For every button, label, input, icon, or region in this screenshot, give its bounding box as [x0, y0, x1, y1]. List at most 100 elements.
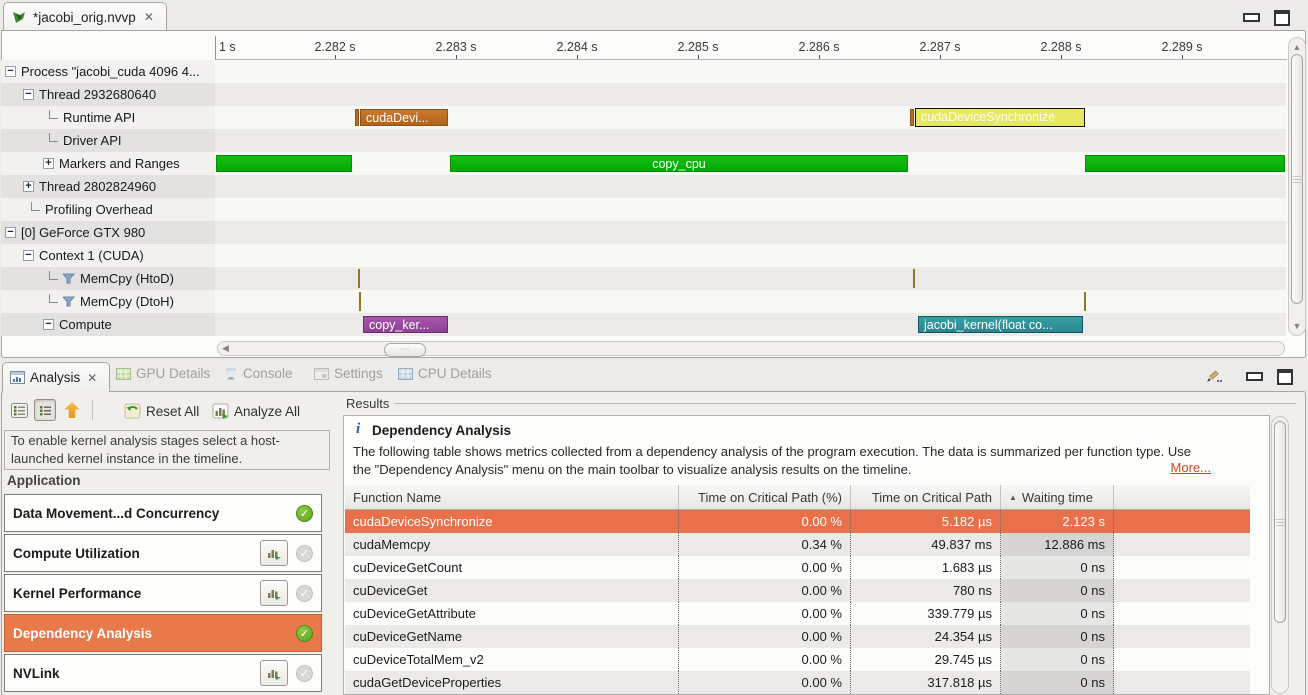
collapse-icon[interactable]: − [5, 66, 16, 77]
tab-close-icon[interactable]: ✕ [87, 370, 98, 385]
copy-kernel-bar[interactable]: copy_ker... [363, 316, 448, 333]
tab-analysis[interactable]: Analysis ✕ [2, 362, 110, 392]
runtime-api-interval-bar[interactable] [910, 109, 914, 126]
timeline-row-context[interactable]: − Context 1 (CUDA) [1, 244, 1286, 267]
panel-minimize-button[interactable] [1246, 372, 1263, 381]
tree-branch-icon [49, 133, 58, 142]
editor-tab-close-icon[interactable]: ✕ [143, 10, 154, 24]
analyze-all-button[interactable]: Analyze All [212, 399, 300, 423]
table-row[interactable]: cuDeviceGetAttribute 0.00 % 339.779 µs 0 ns [345, 602, 1250, 625]
ruler-label: 2.282 s [314, 40, 356, 54]
collapse-icon[interactable]: − [23, 250, 34, 261]
analysis-stage-kernel-performance[interactable]: Kernel Performance ✓ [4, 574, 322, 612]
timeline-row-memcpy-dtoh[interactable]: MemCpy (DtoH) [1, 290, 1286, 313]
back-up-button[interactable] [61, 399, 83, 421]
runtime-api-interval-bar[interactable] [355, 109, 359, 126]
marker-range-bar[interactable] [216, 155, 352, 172]
column-header-waiting-time[interactable]: ▲ Waiting time [1001, 485, 1114, 509]
timeline-row-driver-api[interactable]: Driver API [1, 129, 1286, 152]
cuda-api-call-bar[interactable]: cudaDevi... [360, 109, 448, 126]
scroll-up-icon[interactable]: ▲ [1292, 42, 1302, 52]
tab-settings[interactable]: Settings [314, 366, 383, 381]
guided-analysis-toggle-button[interactable] [34, 399, 56, 421]
tree-label: Process "jacobi_cuda 4096 4... [21, 64, 200, 79]
results-panel: i Dependency Analysis The following tabl… [343, 415, 1270, 695]
tab-cpu-details[interactable]: CPU Details [398, 366, 492, 381]
maximize-icon [1277, 369, 1293, 385]
tree-branch-icon [31, 202, 40, 211]
marker-range-bar[interactable] [1085, 155, 1285, 172]
scroll-left-icon[interactable]: ◀ [222, 343, 229, 353]
collapse-icon[interactable]: − [23, 89, 34, 100]
tab-label: Console [243, 366, 293, 381]
run-analysis-button[interactable] [260, 540, 288, 566]
analysis-stage-nvlink[interactable]: NVLink ✓ [4, 654, 322, 692]
tree-label: Markers and Ranges [59, 156, 180, 171]
table-row[interactable]: cudaGetDeviceProperties 0.00 % 317.818 µs 0… [345, 671, 1250, 694]
editor-tab-jacobi-orig[interactable]: *jacobi_orig.nvvp ✕ [3, 2, 167, 31]
collapse-icon[interactable]: − [5, 227, 16, 238]
jacobi-kernel-bar[interactable]: jacobi_kernel(float co... [918, 316, 1083, 333]
tree-label: Compute [59, 317, 112, 332]
memcpy-dtoh-marker[interactable] [359, 292, 361, 311]
timeline-row-profiling-overhead[interactable]: Profiling Overhead [1, 198, 1286, 221]
timeline-maximize-button[interactable] [1274, 10, 1290, 26]
timeline-row-compute[interactable]: − Compute [1, 313, 1286, 336]
analysis-view-icon [10, 371, 25, 384]
run-analysis-button[interactable] [260, 580, 288, 606]
timeline-horizontal-scrollbar[interactable]: ◀ ⋯ [217, 341, 1285, 357]
memcpy-dtoh-marker[interactable] [1084, 292, 1086, 311]
tree-label: Thread 2802824960 [39, 179, 157, 194]
column-header-critical-path[interactable]: Time on Critical Path [851, 485, 1001, 509]
table-row[interactable]: cuDeviceGet 0.00 % 780 ns 0 ns [345, 579, 1250, 602]
table-row[interactable]: cudaDeviceSynchronize 0.00 % 5.182 µs 2.123… [345, 510, 1250, 533]
cuda-device-synchronize-bar-selected[interactable]: cudaDeviceSynchronize [915, 108, 1085, 127]
memcpy-htod-marker[interactable] [913, 269, 915, 288]
timeline-row-runtime-api[interactable]: Runtime API [1, 106, 1286, 129]
view-menu-button[interactable] [1206, 370, 1222, 388]
scrollbar-thumb[interactable]: ― ― ― [1274, 421, 1286, 623]
stage-label: Dependency Analysis [13, 625, 153, 641]
timeline-vertical-scrollbar[interactable]: ▲ ― ― ― ▼ [1288, 37, 1306, 336]
memcpy-htod-marker[interactable] [358, 269, 360, 288]
analysis-stage-compute-utilization[interactable]: Compute Utilization ✓ [4, 534, 322, 572]
run-analysis-button[interactable] [260, 660, 288, 686]
column-header-function-name[interactable]: Function Name [345, 485, 679, 509]
analysis-stage-data-movement[interactable]: Data Movement...d Concurrency ✓ [4, 494, 322, 532]
table-row[interactable]: cuDeviceGetName 0.00 % 24.354 µs 0 ns [345, 625, 1250, 648]
filter-icon[interactable] [63, 273, 75, 284]
column-header-critical-path-pct[interactable]: Time on Critical Path (%) [679, 485, 851, 509]
more-link[interactable]: More... [1170, 460, 1211, 475]
filter-icon[interactable] [63, 296, 75, 307]
table-row[interactable]: cuDeviceGetCount 0.00 % 1.683 µs 0 ns [345, 556, 1250, 579]
table-row[interactable]: cudaMemcpy 0.34 % 49.837 ms 12.886 ms [345, 533, 1250, 556]
scrollbar-thumb[interactable]: ⋯ [384, 343, 426, 357]
tab-console[interactable]: Console [224, 366, 293, 381]
export-pdf-view-button[interactable] [8, 399, 30, 421]
collapse-icon[interactable]: − [43, 319, 54, 330]
panel-maximize-button[interactable] [1277, 369, 1293, 385]
scrollbar-thumb[interactable]: ― ― ― [1291, 54, 1303, 304]
results-vertical-scrollbar[interactable]: ― ― ― [1271, 416, 1289, 694]
analysis-stage-dependency-analysis[interactable]: Dependency Analysis ✓ [4, 614, 322, 652]
expand-icon[interactable]: + [43, 158, 54, 169]
results-title: Dependency Analysis [372, 423, 512, 438]
timeline-row-thread-1[interactable]: − Thread 2932680640 [1, 83, 1286, 106]
timeline-row-thread-2[interactable]: + Thread 2802824960 [1, 175, 1286, 198]
tab-gpu-details[interactable]: GPU Details [116, 366, 210, 381]
tree-branch-icon [49, 110, 58, 119]
timeline-minimize-button[interactable] [1243, 13, 1260, 22]
scroll-down-icon[interactable]: ▼ [1292, 321, 1302, 331]
timeline-row-memcpy-htod[interactable]: MemCpy (HtoD) [1, 267, 1286, 290]
table-row[interactable]: cuDeviceTotalMem_v2 0.00 % 29.745 µs 0 ns [345, 648, 1250, 671]
reset-all-button[interactable]: Reset All [124, 399, 199, 423]
ruler-label: 2.287 s [919, 40, 961, 54]
kernel-analysis-hint: To enable kernel analysis stages select … [4, 430, 330, 470]
results-description: The following table shows metrics collec… [353, 444, 1191, 477]
timeline-row-gpu[interactable]: − [0] GeForce GTX 980 [1, 221, 1286, 244]
timeline-row-process[interactable]: − Process "jacobi_cuda 4096 4... [1, 60, 1286, 83]
tree-label: Driver API [63, 133, 122, 148]
copy-cpu-range-bar[interactable]: copy_cpu [450, 155, 908, 172]
expand-icon[interactable]: + [23, 181, 34, 192]
